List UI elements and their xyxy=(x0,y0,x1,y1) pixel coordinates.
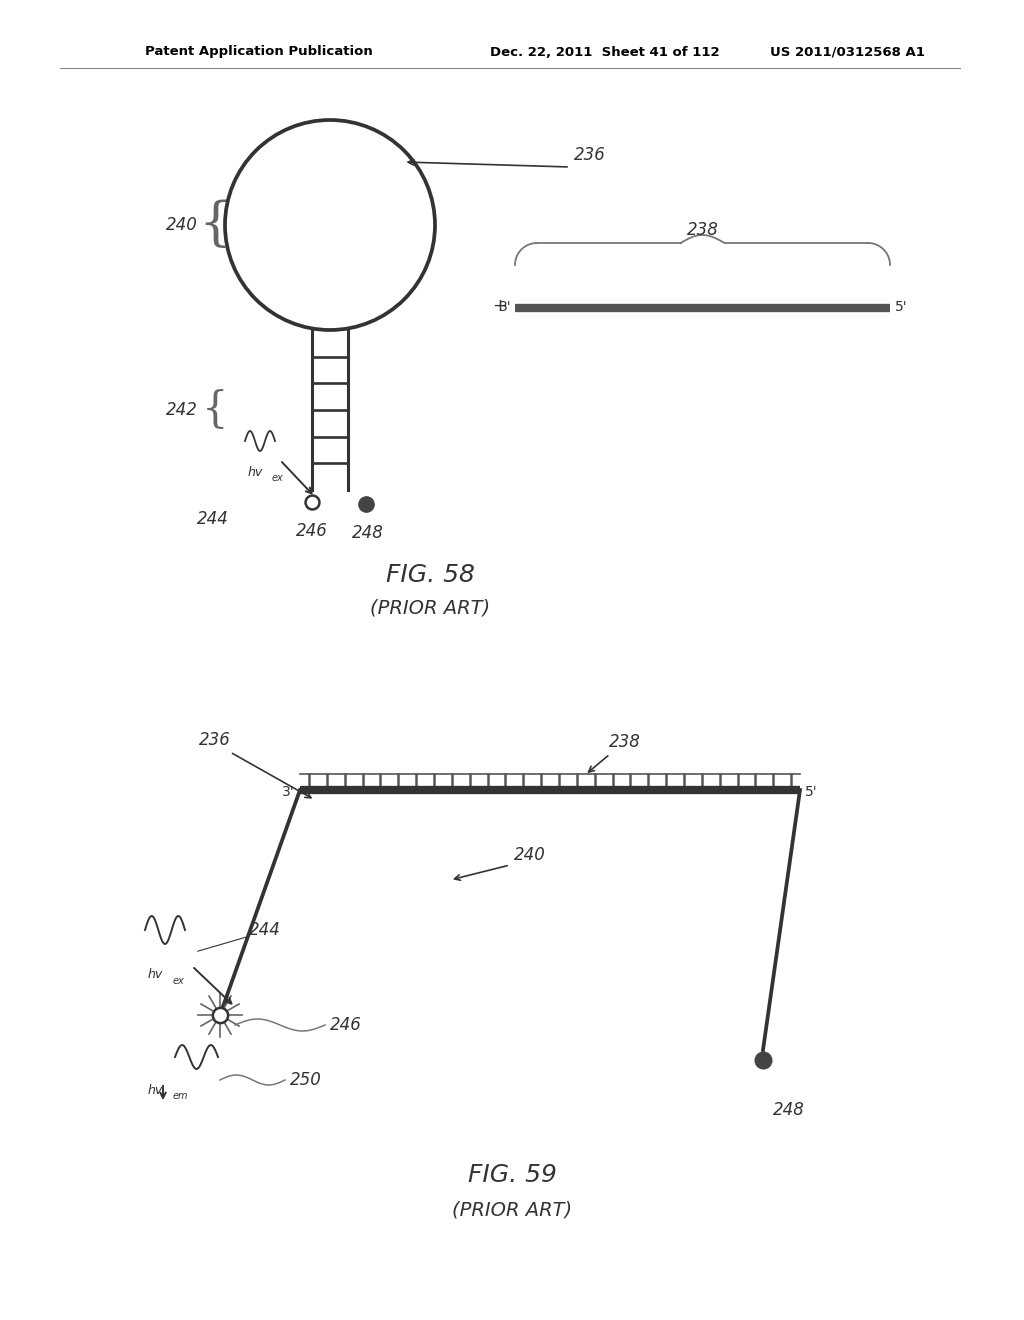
Text: hv: hv xyxy=(148,1084,163,1097)
Text: 5': 5' xyxy=(805,785,817,799)
Text: US 2011/0312568 A1: US 2011/0312568 A1 xyxy=(770,45,925,58)
Text: Patent Application Publication: Patent Application Publication xyxy=(145,45,373,58)
Text: (PRIOR ART): (PRIOR ART) xyxy=(370,598,490,618)
Text: em: em xyxy=(173,1092,188,1101)
Text: 244: 244 xyxy=(197,510,229,528)
Text: ex: ex xyxy=(173,975,184,986)
Text: 238: 238 xyxy=(686,220,719,239)
Text: FIG. 59: FIG. 59 xyxy=(468,1163,556,1187)
Text: ex: ex xyxy=(272,473,284,483)
Text: 238: 238 xyxy=(609,733,641,751)
Text: 248: 248 xyxy=(352,524,384,543)
Text: (PRIOR ART): (PRIOR ART) xyxy=(452,1200,572,1220)
Text: 240: 240 xyxy=(514,846,546,865)
Text: 248: 248 xyxy=(773,1101,805,1119)
Text: Dec. 22, 2011  Sheet 41 of 112: Dec. 22, 2011 Sheet 41 of 112 xyxy=(490,45,720,58)
Text: 236: 236 xyxy=(199,731,231,748)
Text: +: + xyxy=(493,297,508,315)
Text: 240: 240 xyxy=(166,216,198,234)
Text: {: { xyxy=(202,389,228,432)
Text: hv: hv xyxy=(148,969,163,982)
Text: 3': 3' xyxy=(283,785,295,799)
Text: {: { xyxy=(199,199,231,251)
Text: 5': 5' xyxy=(895,300,907,314)
Text: hv: hv xyxy=(248,466,262,479)
Text: FIG. 58: FIG. 58 xyxy=(386,564,474,587)
Text: 244: 244 xyxy=(249,921,281,939)
Text: 246: 246 xyxy=(330,1016,361,1034)
Text: 246: 246 xyxy=(296,521,328,540)
Text: 236: 236 xyxy=(574,147,606,164)
Text: 250: 250 xyxy=(290,1071,322,1089)
Text: 3': 3' xyxy=(500,300,512,314)
Text: 242: 242 xyxy=(166,401,198,418)
